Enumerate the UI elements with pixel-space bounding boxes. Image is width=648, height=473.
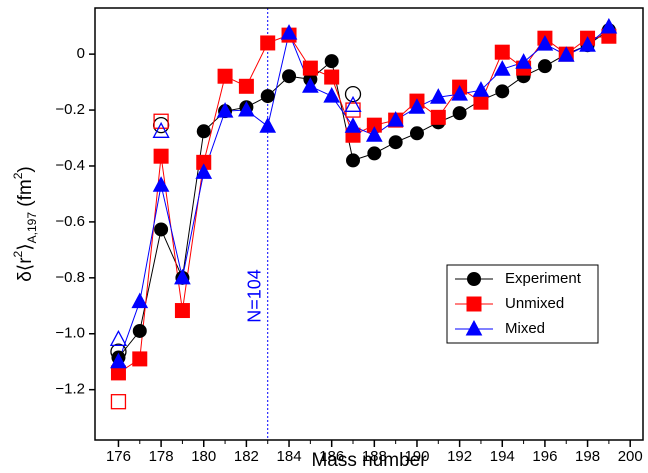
data-point	[365, 126, 383, 142]
data-point	[495, 84, 510, 99]
data-point	[494, 44, 510, 60]
data-point	[195, 163, 213, 179]
data-point	[153, 148, 169, 164]
isomer-point	[344, 95, 362, 112]
y-tick-label: −1.2	[55, 381, 85, 398]
isomer-point	[153, 113, 169, 129]
legend-marker	[465, 319, 483, 336]
data-point	[280, 24, 298, 40]
x-tick-label: 194	[490, 448, 515, 465]
data-point	[579, 36, 596, 52]
data-point	[131, 292, 149, 309]
data-point	[387, 111, 404, 127]
data-point	[174, 303, 190, 319]
data-point	[473, 94, 489, 110]
data-point	[493, 60, 511, 76]
data-point	[238, 100, 255, 117]
x-axis-label: Mass number	[311, 450, 427, 471]
x-tick-label: 186	[319, 448, 344, 465]
data-point	[196, 124, 211, 139]
data-point	[344, 117, 362, 133]
x-tick-label: 180	[191, 448, 216, 465]
data-point	[302, 60, 318, 76]
data-point	[323, 87, 341, 103]
x-tick-label: 198	[575, 448, 600, 465]
y-label-part: 2	[11, 250, 25, 257]
data-point	[452, 106, 467, 121]
x-tick-label: 188	[362, 448, 387, 465]
data-point	[174, 268, 191, 285]
y-tick-label: −0.2	[55, 101, 85, 118]
data-point	[346, 153, 361, 168]
isomer-point	[344, 85, 362, 103]
data-point	[154, 222, 169, 237]
isomer-point	[109, 329, 128, 346]
x-tick-label: 190	[404, 448, 429, 465]
data-point	[132, 351, 148, 367]
y-tick-label: 0	[77, 45, 85, 62]
data-point	[472, 81, 490, 97]
data-point	[515, 53, 532, 69]
y-tick-label: −0.8	[55, 269, 85, 286]
data-point	[388, 135, 403, 150]
y-label-part: A,197	[25, 212, 39, 244]
legend-label: Experiment	[505, 270, 582, 287]
isomer-point	[110, 394, 127, 410]
isomer-point	[152, 117, 170, 134]
data-point	[367, 146, 382, 161]
x-tick-label: 192	[447, 448, 472, 465]
data-point	[110, 352, 127, 369]
data-point	[259, 117, 277, 133]
y-label-part: 2	[11, 172, 25, 179]
legend-marker	[466, 296, 482, 312]
annotation-text: N=104	[244, 269, 264, 323]
y-label-part: (fm	[15, 179, 36, 212]
data-point	[408, 98, 426, 114]
y-tick-label: −0.4	[55, 157, 85, 174]
legend-marker	[467, 272, 481, 286]
x-tick-label: 182	[234, 448, 259, 465]
plot-frame	[94, 7, 644, 441]
y-label-part: ⟩	[15, 243, 36, 250]
y-label-part: )	[15, 166, 36, 172]
x-tick-label: 200	[618, 448, 643, 465]
x-tick-label: 178	[149, 448, 174, 465]
x-tick-label: 196	[532, 448, 557, 465]
data-point	[282, 69, 297, 84]
data-point	[451, 85, 468, 101]
y-label-part: δ⟨r	[15, 257, 36, 282]
data-point	[557, 46, 575, 62]
y-tick-label: −1.0	[55, 325, 85, 342]
series-line	[117, 26, 610, 362]
data-point	[217, 68, 233, 84]
data-point	[600, 17, 618, 34]
data-point	[409, 126, 424, 141]
data-point	[430, 109, 446, 125]
isomer-point	[152, 121, 170, 138]
data-point	[260, 89, 275, 104]
x-tick-label: 176	[106, 448, 131, 465]
data-point	[324, 54, 339, 69]
data-point	[260, 35, 276, 51]
y-axis-label: δ⟨r2​⟩A,197​ (fm2​)	[11, 166, 39, 282]
y-tick-label: −0.6	[55, 213, 85, 230]
data-point	[132, 323, 147, 338]
data-point	[152, 176, 170, 192]
legend-label: Mixed	[505, 320, 545, 337]
data-point	[324, 69, 340, 85]
legend-label: Unmixed	[505, 295, 564, 312]
data-point	[216, 102, 234, 118]
data-point	[429, 88, 447, 104]
data-point	[537, 59, 552, 74]
data-point	[536, 35, 554, 51]
data-point	[302, 77, 319, 93]
x-tick-label: 184	[277, 448, 302, 465]
data-point	[238, 78, 254, 94]
